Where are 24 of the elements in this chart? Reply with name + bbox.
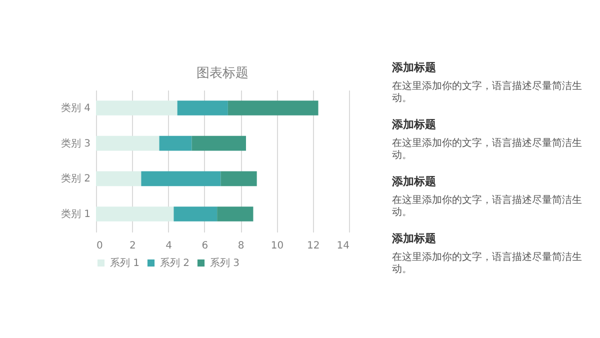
x-tick-label: 10 [270,240,284,252]
y-tick-label: 类别 4 [60,102,90,114]
text: 在这里添加你的文字，语言描述尽量简洁生动。 [392,252,583,276]
text: 添加标题 [392,117,437,132]
y-tick-label: 类别 1 [60,208,90,220]
legend-label: 系列 2 [160,257,190,269]
x-tick-label: 6 [202,240,208,252]
text: 添加标题 [392,60,437,75]
text: 在这里添加你的文字，语言描述尽量简洁生动。 [392,138,583,162]
y-tick-label: 类别 3 [60,137,90,150]
text: 在这里添加你的文字，语言描述尽量简洁生动。 [392,81,583,105]
legend-label: 系列 3 [210,257,240,269]
y-tick-label: 类别 2 [60,172,90,185]
chart-title: 图表标题 [196,66,248,81]
x-tick-label: 8 [238,240,244,252]
x-tick-label: 4 [166,240,172,252]
text: 添加标题 [392,174,437,189]
text: 在这里添加你的文字，语言描述尽量简洁生动。 [392,195,583,219]
legend-label: 系列 1 [110,257,140,269]
x-tick-label: 0 [96,240,103,252]
text: 添加标题 [392,231,437,246]
x-tick-label: 12 [306,240,320,252]
x-tick-label: 14 [336,240,350,252]
x-tick-label: 2 [129,240,136,252]
